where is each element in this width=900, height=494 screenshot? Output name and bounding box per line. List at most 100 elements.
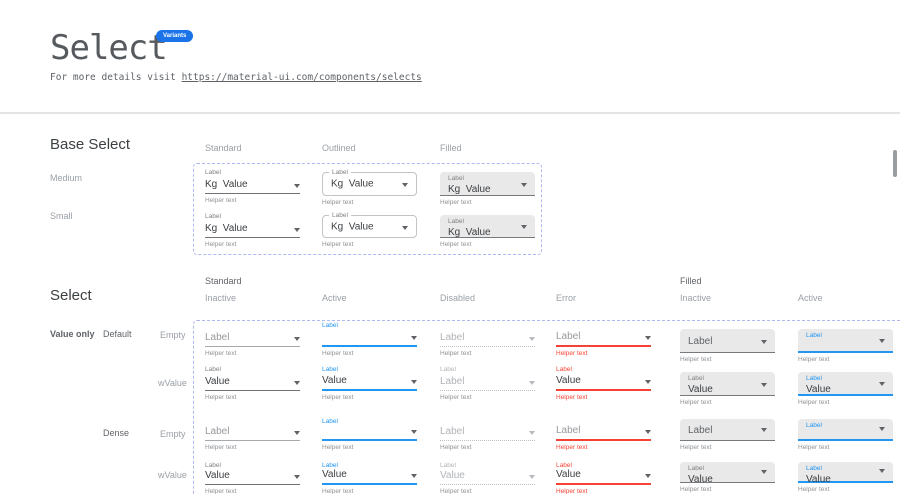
select-value: Label (205, 426, 230, 437)
page-title: Select (50, 28, 168, 68)
dropdown-arrow-icon (645, 474, 651, 478)
column-header-disabled: Disabled (440, 293, 476, 303)
select-filled-inactive[interactable]: Label Helper text (680, 419, 775, 452)
helper-text: Helper text (322, 394, 354, 401)
variants-badge: Variants (156, 30, 194, 42)
select-value: Label (440, 376, 465, 387)
helper-text: Helper text (798, 356, 830, 363)
dropdown-arrow-icon (879, 469, 885, 473)
dropdown-arrow-icon (879, 339, 885, 343)
dropdown-arrow-icon (294, 381, 300, 385)
select-standard-disabled[interactable]: Label Value Helper text (440, 462, 535, 494)
filled-select-box: Label Value (680, 462, 775, 485)
select-filled-inactive[interactable]: Label Value Helper text (680, 462, 775, 494)
shrink-label: Label (806, 332, 822, 339)
dropdown-arrow-icon (645, 380, 651, 384)
column-header-filled-active: Active (798, 293, 823, 303)
select-value: Label (688, 424, 713, 436)
select-value: Value (205, 470, 230, 481)
helper-text: Helper text (680, 444, 712, 451)
column-header-active: Active (322, 293, 347, 303)
select-standard-base[interactable]: Label Kg Value Helper text (205, 213, 300, 249)
shrink-label: Label (448, 218, 464, 225)
select-standard-error[interactable]: Label Value Helper text (556, 366, 651, 402)
helper-text: Helper text (798, 444, 830, 451)
dropdown-arrow-icon (402, 183, 408, 187)
docs-link[interactable]: https://material-ui.com/components/selec… (181, 72, 422, 83)
filled-select-box: Label Value (798, 462, 893, 485)
dropdown-arrow-icon (294, 431, 300, 435)
select-filled-active[interactable]: Label Value Helper text (798, 462, 893, 494)
select-filled-inactive[interactable]: Label Value Helper text (680, 372, 775, 407)
select-standard-inactive[interactable]: Label Helper text (205, 426, 300, 452)
select-standard-active[interactable]: Label Helper text (322, 322, 417, 358)
dropdown-arrow-icon (529, 381, 535, 385)
dropdown-arrow-icon (294, 184, 300, 188)
select-standard-error[interactable]: Label Value Helper text (556, 462, 651, 494)
shrink-label: Label (806, 465, 822, 472)
select-value: Label (205, 332, 230, 343)
select-value: Kg Value (205, 223, 248, 234)
select-standard-inactive[interactable]: Label Value Helper text (205, 366, 300, 402)
select-value-row: Value (440, 470, 535, 485)
shrink-label: Label (205, 366, 221, 373)
shrink-label: Label (448, 175, 464, 182)
column-header-filled-inactive: Inactive (680, 293, 712, 303)
dropdown-arrow-icon (761, 470, 767, 474)
helper-text: Helper text (322, 444, 354, 451)
select-standard-disabled[interactable]: Label Helper text (440, 331, 535, 358)
column-header-outlined: Outlined (322, 143, 356, 153)
row-header-small: Small (50, 211, 73, 221)
helper-text: Helper text (440, 199, 472, 206)
shrink-label: Label (556, 462, 572, 469)
dropdown-arrow-icon (294, 337, 300, 341)
select-filled-inactive[interactable]: Label Helper text (680, 329, 775, 364)
select-value: Kg Value (448, 227, 491, 238)
select-standard-active[interactable]: Label Value Helper text (322, 366, 417, 402)
select-filled-active[interactable]: Label Value Helper text (798, 372, 893, 407)
filled-select-box: Label Kg Value (440, 215, 535, 238)
helper-text: Helper text (322, 350, 354, 357)
select-standard-disabled[interactable]: Label Helper text (440, 426, 535, 452)
group-header-filled: Filled (680, 276, 702, 286)
subtitle: For more details visit https://material-… (50, 72, 422, 83)
select-filled-active[interactable]: Label Helper text (798, 329, 893, 364)
dropdown-arrow-icon (294, 475, 300, 479)
helper-text: Helper text (205, 444, 237, 451)
dropdown-arrow-icon (761, 383, 767, 387)
row-header-value-only: Value only (50, 329, 95, 339)
select-standard-active[interactable]: Label Value Helper text (322, 462, 417, 494)
select-value-row: Label (205, 426, 300, 441)
row-header-default: Default (103, 329, 132, 339)
select-standard-active[interactable]: Label Helper text (322, 418, 417, 452)
scrollbar-thumb[interactable] (893, 150, 897, 177)
row-header-wvalue: wValue (158, 378, 187, 388)
dropdown-arrow-icon (645, 430, 651, 434)
select-outlined[interactable]: Label Kg Value Helper text (322, 169, 417, 207)
select-filled-base[interactable]: Label Kg Value Helper text (440, 172, 535, 207)
select-value: Kg Value (448, 184, 491, 195)
select-standard-error[interactable]: Label Helper text (556, 331, 651, 358)
outlined-select-box: Label Kg Value (322, 212, 417, 238)
select-filled-base[interactable]: Label Kg Value Helper text (440, 215, 535, 249)
subtitle-text: For more details visit (50, 72, 182, 83)
column-header-error: Error (556, 293, 576, 303)
filled-select-box: Label Kg Value (440, 172, 535, 196)
select-outlined[interactable]: Label Kg Value Helper text (322, 212, 417, 249)
select-standard-inactive[interactable]: Label Helper text (205, 331, 300, 358)
shrink-label: Label (806, 375, 822, 382)
select-standard-base[interactable]: Label Kg Value Helper text (205, 169, 300, 205)
dropdown-arrow-icon (879, 382, 885, 386)
shrink-label: Label (322, 366, 338, 373)
select-standard-disabled[interactable]: Label Label Helper text (440, 366, 535, 402)
select-standard-inactive[interactable]: Label Value Helper text (205, 462, 300, 494)
select-standard-error[interactable]: Label Helper text (556, 425, 651, 452)
select-value-row (322, 426, 417, 441)
divider (0, 112, 900, 114)
select-value: Value (322, 469, 347, 480)
select-states-heading: Select (50, 287, 92, 304)
select-filled-active[interactable]: Label Helper text (798, 419, 893, 452)
select-value: Kg Value (331, 221, 374, 232)
group-header-standard: Standard (205, 276, 242, 286)
